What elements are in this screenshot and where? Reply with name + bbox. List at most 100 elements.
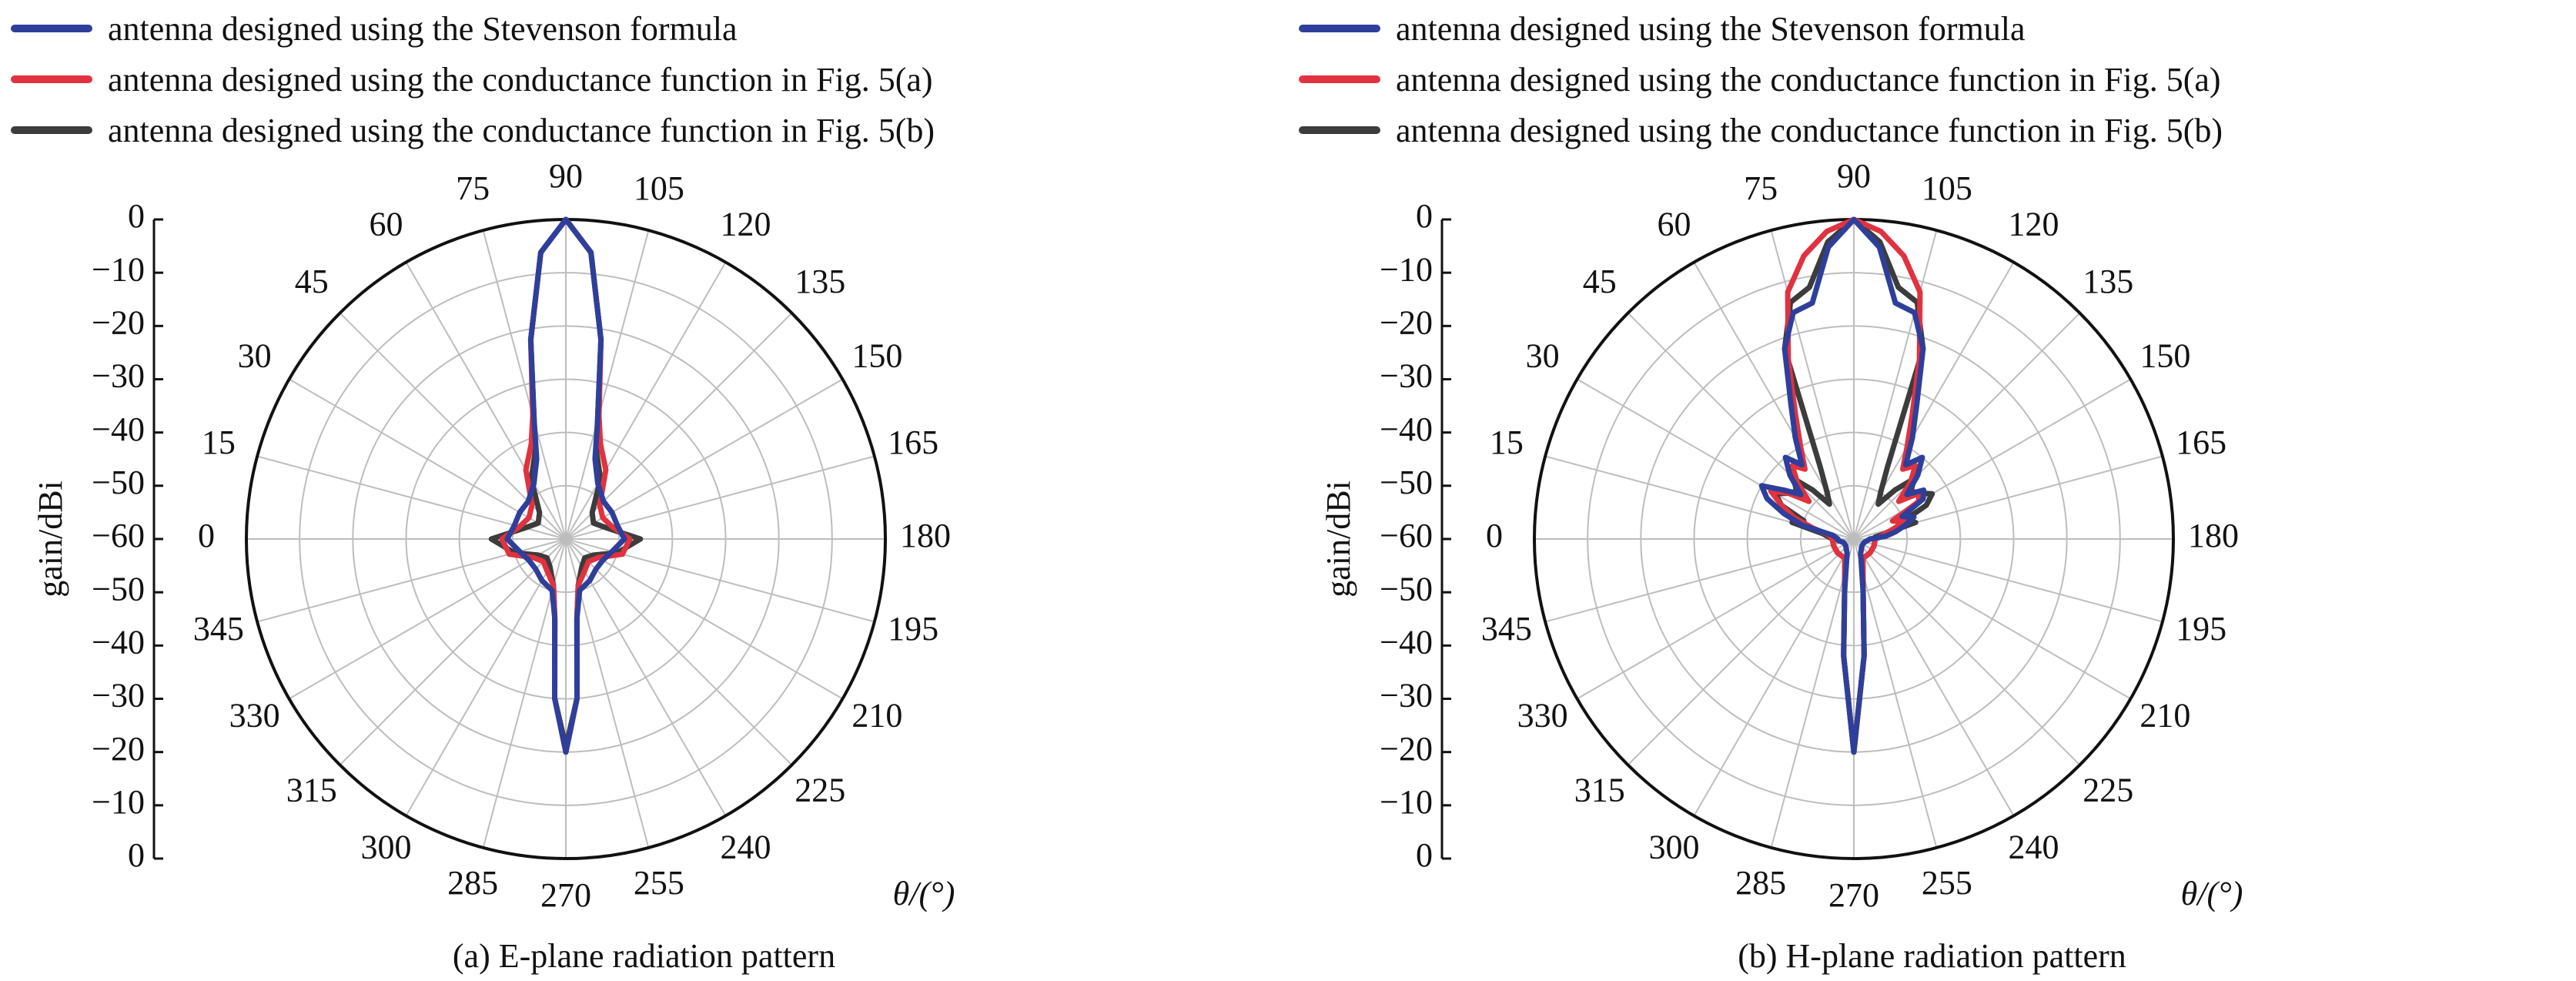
angle-tick-label: 165 (2176, 424, 2226, 461)
grid-spoke (565, 538, 843, 700)
angle-tick-label: 165 (888, 424, 938, 461)
radial-tick-label: −30 (92, 677, 145, 715)
radial-tick-label: −30 (92, 357, 145, 395)
radial-tick-label: −50 (92, 464, 145, 501)
grid-spoke (1577, 378, 1855, 540)
grid-spoke (565, 262, 727, 540)
angle-tick-label: 315 (286, 771, 337, 809)
series-line-stevenson (504, 216, 627, 755)
angle-tick-label: 90 (1837, 157, 1871, 195)
angle-tick-label: 285 (1735, 864, 1786, 902)
legend-swatch-stevenson (11, 25, 92, 32)
legend-item-fig5a: antenna designed using the conductance f… (1299, 54, 2223, 105)
angle-tick-label: 270 (540, 876, 591, 914)
grid-spoke (565, 538, 727, 816)
caption: (a) E-plane radiation pattern (452, 937, 836, 975)
angle-tick-label: 240 (721, 829, 771, 866)
angle-tick-label: 135 (795, 263, 845, 300)
legend: antenna designed using the Stevenson for… (11, 3, 935, 156)
grid-spoke (1693, 538, 1855, 816)
grid-spoke (565, 538, 793, 766)
legend-swatch-fig5a (11, 75, 92, 83)
grid-spoke (1627, 538, 1855, 766)
legend-swatch-fig5b (11, 126, 92, 134)
angle-tick-label: 255 (1922, 864, 1972, 902)
radial-tick-label: −50 (92, 570, 145, 608)
angle-unit-label: θ/(°) (2181, 875, 2243, 912)
radial-tick-label: −60 (92, 517, 145, 554)
angle-tick-label: 225 (795, 771, 845, 809)
angle-tick-label: 45 (1583, 263, 1617, 300)
angle-tick-label: 240 (2009, 829, 2059, 866)
legend-swatch-fig5a (1299, 75, 1380, 83)
grid-spoke (1853, 229, 1938, 540)
angle-tick-label: 180 (900, 517, 951, 554)
angle-unit-label: θ/(°) (893, 875, 955, 912)
grid-spoke (1853, 378, 2131, 540)
grid-spoke (1853, 538, 2163, 623)
legend-item-stevenson: antenna designed using the Stevenson for… (1299, 3, 2223, 54)
grid-spoke (1853, 538, 2081, 766)
angle-tick-label: 0 (1486, 517, 1503, 554)
radial-tick-label: −40 (92, 410, 145, 448)
angle-tick-label: 105 (1922, 169, 1972, 207)
angle-tick-label: 255 (634, 864, 684, 902)
angle-tick-label: 270 (1828, 876, 1879, 914)
grid-spoke (1853, 312, 2081, 540)
radial-tick-label: −40 (1380, 623, 1433, 661)
radial-tick-label: −10 (1380, 250, 1433, 288)
radial-axis-title: gain/dBi (1320, 480, 1357, 598)
angle-tick-label: 15 (202, 424, 236, 461)
legend-item-fig5b: antenna designed using the conductance f… (11, 105, 935, 156)
radial-tick-label: −10 (92, 250, 145, 288)
radial-tick-label: −20 (92, 730, 145, 768)
angle-tick-label: 30 (238, 337, 272, 375)
caption: (b) H-plane radiation pattern (1738, 937, 2126, 975)
radial-tick-label: −20 (92, 303, 145, 341)
panel-h-plane: antenna designed using the Stevenson for… (1288, 0, 2576, 981)
angle-tick-label: 210 (2139, 697, 2190, 735)
radial-axis-title: gain/dBi (32, 480, 69, 598)
radial-tick-label: −30 (1380, 677, 1433, 715)
angle-tick-label: 330 (229, 697, 280, 735)
angle-tick-label: 105 (634, 169, 684, 207)
radial-tick-label: −60 (1380, 517, 1433, 554)
angle-tick-label: 345 (193, 610, 244, 648)
angle-tick-label: 330 (1517, 697, 1568, 735)
grid-spoke (565, 229, 650, 540)
angle-tick-label: 75 (1744, 169, 1778, 207)
angle-tick-label: 90 (549, 157, 583, 195)
grid-spoke (1853, 538, 1938, 849)
angle-tick-label: 75 (456, 169, 490, 207)
grid-spoke (289, 378, 567, 540)
radial-tick-label: 0 (1416, 197, 1433, 235)
angle-tick-label: 345 (1481, 610, 1532, 648)
radial-tick-label: 0 (1416, 836, 1433, 874)
radial-tick-label: −50 (1380, 464, 1433, 501)
legend-item-stevenson: antenna designed using the Stevenson for… (11, 3, 935, 54)
panel-e-plane: antenna designed using the Stevenson for… (11, 3, 955, 975)
legend: antenna designed using the Stevenson for… (1299, 3, 2223, 156)
grid-spoke (1853, 538, 2131, 700)
legend-label-fig5a: antenna designed using the conductance f… (108, 60, 933, 99)
radial-tick-label: −40 (1380, 410, 1433, 448)
angle-tick-label: 150 (2139, 337, 2190, 375)
grid-spoke (1853, 538, 2015, 816)
angle-tick-label: 30 (1526, 337, 1560, 375)
angle-tick-label: 195 (888, 610, 938, 648)
radial-tick-label: −10 (92, 783, 145, 821)
grid-spoke (289, 538, 567, 700)
angle-tick-label: 120 (2009, 206, 2059, 243)
angle-tick-label: 315 (1574, 771, 1625, 809)
legend-swatch-stevenson (1299, 25, 1380, 32)
legend-label-stevenson: antenna designed using the Stevenson for… (108, 9, 738, 48)
angle-tick-label: 135 (2083, 263, 2133, 300)
radial-tick-label: −20 (1380, 730, 1433, 768)
grid-spoke (482, 229, 567, 540)
angle-tick-label: 0 (198, 517, 215, 554)
angle-tick-label: 210 (851, 697, 902, 735)
grid-spoke (1577, 538, 1855, 700)
angle-tick-label: 300 (361, 829, 412, 866)
